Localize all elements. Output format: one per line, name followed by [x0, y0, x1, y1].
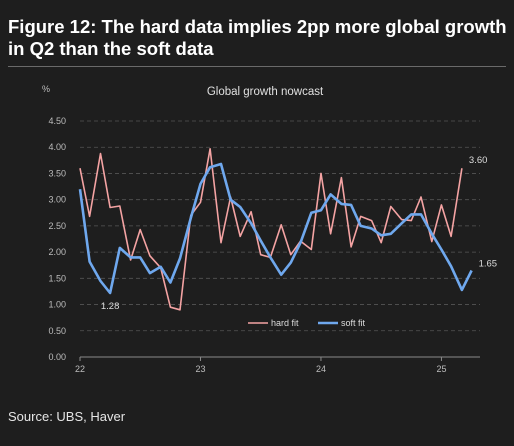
- growth-nowcast-chart: Global growth nowcast % 0.00 0.50 1.00 1.50…: [42, 84, 498, 374]
- legend: hard fit soft fit: [248, 318, 366, 328]
- y-tick-label: 4.50: [48, 116, 66, 126]
- y-tick-label: 4.00: [48, 142, 66, 152]
- end-value-label: 1.65: [479, 258, 498, 269]
- end-value-label: 3.60: [469, 155, 488, 166]
- y-tick-label: 3.50: [48, 168, 66, 178]
- y-tick-label: 1.00: [48, 300, 66, 310]
- title-divider: [8, 66, 506, 67]
- data-series: 3.60 1.65 1.28: [78, 148, 498, 312]
- y-tick-label: 3.00: [48, 195, 66, 205]
- chart-subtitle: Global growth nowcast: [207, 86, 324, 98]
- y-tick-label: 1.50: [48, 273, 66, 283]
- y-tick-label: 0.50: [48, 326, 66, 336]
- y-axis-ticks: 0.00 0.50 1.00 1.50 2.00 2.50 3.00 3.50 4.00 4.50: [48, 116, 66, 362]
- x-tick-label: 23: [195, 364, 205, 374]
- x-axis-ticks: 22 23 24 25: [75, 357, 446, 374]
- series-line-hard-fit: [79, 148, 463, 311]
- min-value-label: 1.28: [101, 301, 120, 312]
- y-tick-label: 2.00: [48, 247, 66, 257]
- y-axis-unit-label: %: [42, 84, 50, 94]
- figure-title: Figure 12: The hard data implies 2pp mor…: [8, 16, 507, 59]
- x-tick-label: 22: [75, 364, 85, 374]
- y-tick-label: 0.00: [48, 352, 66, 362]
- x-tick-label: 25: [436, 364, 446, 374]
- x-tick-label: 24: [316, 364, 326, 374]
- legend-label: hard fit: [271, 318, 299, 328]
- grid-lines: [80, 120, 480, 358]
- source-note: Source: UBS, Haver: [8, 409, 126, 424]
- series-line-soft-fit: [78, 162, 473, 295]
- legend-label: soft fit: [341, 318, 366, 328]
- y-tick-label: 2.50: [48, 221, 66, 231]
